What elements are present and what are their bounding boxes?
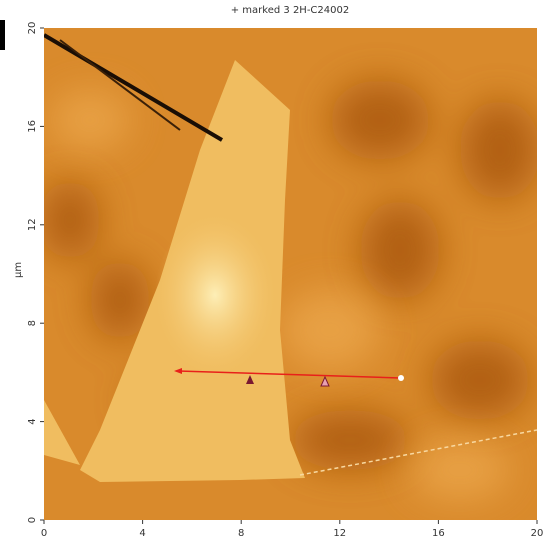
y-tick-label: 8 [27, 320, 38, 326]
x-tick-label: 8 [238, 528, 244, 539]
x-tick-label: 16 [432, 528, 445, 539]
y-tick-label: 0 [27, 517, 38, 523]
y-tick-label: 12 [27, 218, 38, 231]
x-tick-label: 0 [41, 528, 47, 539]
chart-title: + marked 3 2H-C24002 [231, 5, 349, 16]
x-tick-label: 12 [333, 528, 346, 539]
x-tick-label: 4 [139, 528, 145, 539]
edge-bar [0, 20, 5, 50]
y-tick-label: 20 [27, 22, 38, 35]
y-tick-label: 16 [27, 120, 38, 133]
afm-image [44, 28, 537, 520]
y-tick-label: 4 [27, 418, 38, 424]
y-axis-label: µm [13, 262, 24, 278]
x-tick-label: 20 [531, 528, 544, 539]
